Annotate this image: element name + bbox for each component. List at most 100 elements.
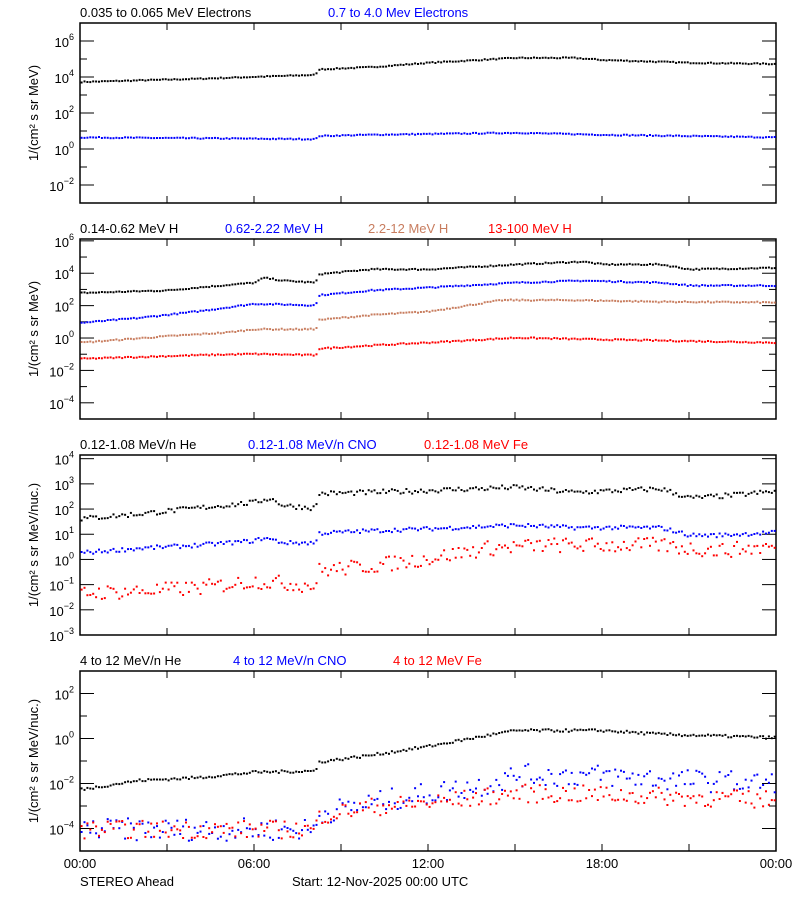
data-point [138, 290, 141, 293]
data-point [414, 565, 417, 568]
data-point [124, 317, 127, 320]
data-point [727, 284, 730, 286]
data-point [715, 780, 718, 783]
data-point [129, 80, 132, 83]
data-point [315, 327, 318, 329]
data-point [753, 267, 756, 270]
data-point [109, 339, 112, 342]
data-point [657, 731, 660, 734]
data-point [512, 523, 515, 526]
data-point [486, 265, 489, 268]
data-point [399, 557, 402, 559]
data-point [518, 544, 521, 547]
data-point [132, 549, 135, 552]
data-point [570, 56, 573, 59]
data-point [431, 286, 434, 289]
data-point [689, 284, 692, 286]
data-point [715, 554, 718, 557]
data-point [767, 531, 770, 534]
data-point [390, 64, 393, 67]
data-point [124, 837, 127, 840]
data-point [182, 837, 185, 839]
data-point [193, 836, 196, 839]
data-point [707, 535, 709, 538]
data-point [538, 776, 541, 779]
data-point [556, 280, 559, 283]
spacecraft-label: STEREO Ahead [80, 874, 174, 889]
data-point [185, 506, 187, 509]
data-point [631, 730, 634, 733]
data-point [736, 301, 738, 304]
data-point [124, 823, 127, 826]
data-point [332, 529, 335, 532]
data-point [402, 800, 405, 803]
data-point [344, 491, 347, 494]
data-point [448, 525, 451, 528]
data-point [738, 800, 741, 802]
data-point [666, 340, 669, 342]
data-point [620, 491, 622, 494]
data-point [527, 801, 530, 804]
data-point [118, 515, 121, 518]
data-point [205, 583, 208, 586]
data-point [506, 337, 509, 340]
data-point [544, 56, 547, 59]
data-point [269, 771, 272, 774]
data-point [605, 134, 608, 136]
data-point [170, 355, 173, 358]
data-point [486, 525, 489, 528]
data-point [564, 132, 567, 135]
data-point [245, 137, 248, 140]
data-point [579, 261, 582, 263]
data-point [422, 796, 425, 799]
data-point [466, 339, 469, 342]
data-point [756, 62, 759, 65]
data-point [498, 784, 501, 787]
data-point [425, 268, 428, 271]
data-point [591, 261, 593, 264]
data-point [80, 825, 83, 828]
data-point [112, 587, 115, 590]
legend-entry: 2.2-12 MeV H [368, 221, 448, 236]
data-point [518, 132, 521, 135]
data-point [715, 341, 718, 344]
data-point [538, 784, 541, 787]
data-point [190, 581, 193, 584]
data-point [747, 492, 750, 495]
data-point [611, 541, 614, 544]
data-point [144, 546, 147, 549]
data-point [567, 542, 570, 545]
data-point [347, 134, 350, 136]
data-point [132, 136, 135, 139]
data-point [744, 550, 747, 553]
data-point [344, 134, 347, 137]
data-point [730, 495, 733, 498]
data-point [585, 57, 588, 60]
data-point [393, 527, 396, 530]
data-point [599, 134, 602, 137]
data-point [712, 733, 715, 736]
data-point [402, 311, 405, 314]
data-point [440, 340, 443, 343]
data-point [408, 799, 411, 802]
data-point [243, 304, 245, 307]
data-point [219, 775, 222, 778]
data-point [541, 337, 544, 340]
data-point [141, 316, 144, 319]
data-point [321, 318, 324, 321]
data-point [475, 556, 477, 559]
data-point [164, 355, 167, 358]
data-point [701, 267, 704, 270]
data-point [83, 551, 86, 554]
data-point [469, 59, 472, 62]
data-point [335, 493, 338, 496]
data-point [141, 290, 144, 292]
data-point [419, 488, 422, 491]
data-point [269, 303, 272, 305]
data-point [567, 261, 570, 264]
data-point [234, 772, 237, 775]
data-point [408, 796, 411, 799]
data-point [596, 730, 599, 733]
data-point [158, 591, 161, 594]
